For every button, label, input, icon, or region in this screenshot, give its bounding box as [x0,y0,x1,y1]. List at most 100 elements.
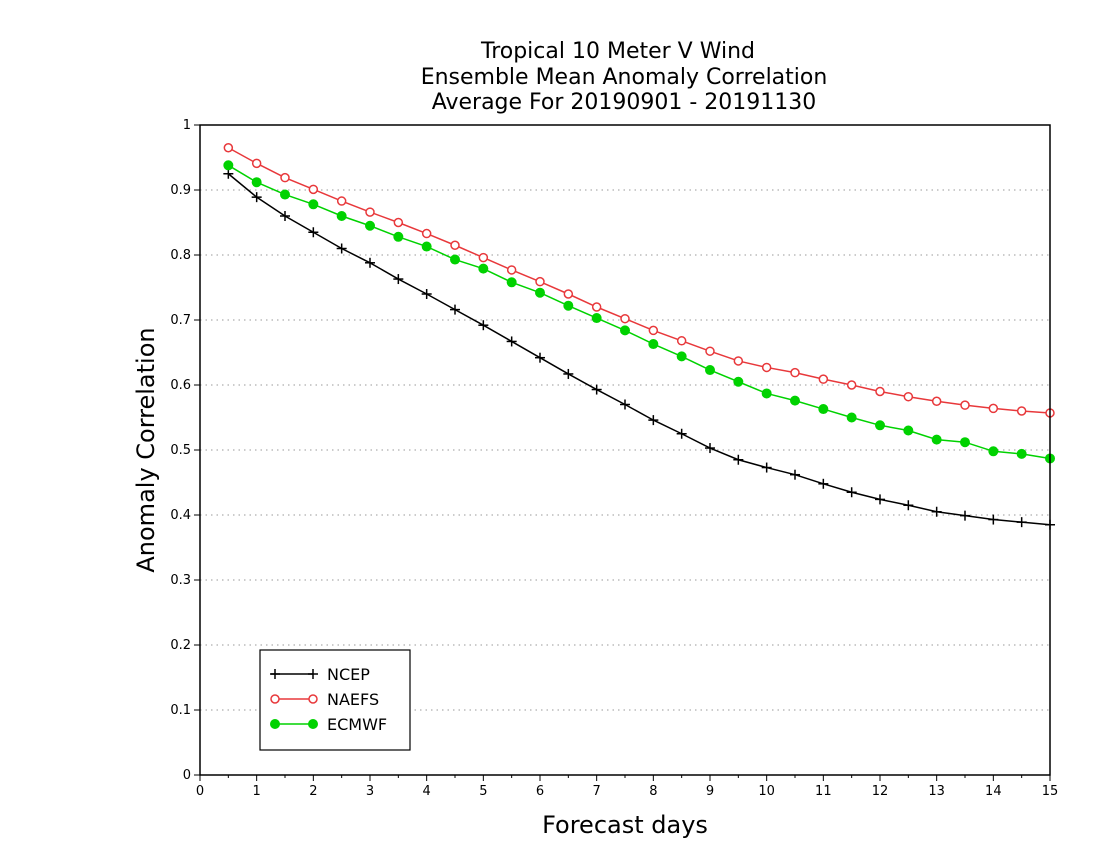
series-line-naefs [227,147,1051,414]
data-point-ncep [450,304,460,315]
data-point-ncep [506,336,517,347]
data-point-ncep [903,500,914,511]
data-point-naefs [648,325,659,336]
x-tick-label: 8 [649,784,657,799]
data-point-ecmwf [960,437,970,448]
data-point-ncep [223,168,234,179]
data-point-ecmwf [988,446,999,457]
x-tick-label: 0 [196,784,204,799]
data-point-ncep [676,428,687,439]
data-point-naefs [251,158,262,169]
data-point-ecmwf [875,420,885,431]
data-point-naefs [223,143,234,153]
data-point-ecmwf [421,241,432,252]
data-point-ecmwf [251,177,262,188]
data-point-naefs [988,403,999,414]
data-point-naefs [478,252,489,263]
data-point-naefs [960,400,970,410]
data-point-ncep [733,454,744,465]
data-point-ecmwf [506,277,517,288]
y-tick-label: 1 [183,118,191,133]
x-tick-label: 3 [366,784,374,799]
data-point-ncep [280,211,290,221]
x-tick-label: 1 [253,784,261,799]
data-point-ecmwf [676,351,687,362]
data-point-naefs [676,336,687,346]
data-point-naefs [591,302,602,312]
legend: NCEP NAEFS ECMWF [259,649,411,751]
legend-marker-ncep [308,669,318,679]
x-tick-label: 5 [479,784,487,799]
x-tick-label: 14 [985,784,1002,799]
data-point-ecmwf [790,395,800,406]
plot-frame [199,124,1051,776]
data-point-ncep [846,487,857,498]
data-point-naefs [280,172,290,183]
y-tick-label: 0.4 [170,508,191,523]
data-point-ncep [365,257,375,268]
y-tick-label: 0.1 [170,703,191,718]
data-point-ncep [960,510,970,521]
data-point-ncep [421,289,432,299]
data-point-ncep [251,192,262,203]
chart-title-line-3: Average For 20190901 - 20191130 [432,90,817,115]
data-point-naefs [903,391,914,402]
data-point-naefs [1016,406,1027,416]
chart-title-line-1: Tropical 10 Meter V Wind [480,39,755,64]
x-tick-label: 6 [536,784,544,799]
data-point-ecmwf [223,160,234,171]
data-point-ecmwf [648,339,659,350]
data-point-naefs [563,289,574,299]
x-tick-label: 13 [928,784,945,799]
data-point-naefs [336,196,347,206]
y-tick-label: 0.6 [170,378,191,393]
legend-label-naefs: NAEFS [327,690,379,709]
x-tick-label: 2 [309,784,317,799]
data-point-ncep [591,384,602,395]
data-point-ecmwf [535,287,545,298]
data-point-ecmwf [931,434,942,445]
y-tick-label: 0 [183,768,191,783]
data-point-ncep [931,506,942,517]
data-point-naefs [705,346,715,356]
data-point-ecmwf [478,263,489,274]
data-point-naefs [790,367,800,378]
x-tick-label: 7 [593,784,601,799]
data-point-ncep [790,469,800,480]
series-line-ncep [227,173,1051,526]
y-tick-label: 0.3 [170,573,191,588]
data-point-ecmwf [365,220,375,231]
data-point-ncep [478,320,489,331]
data-point-ecmwf [846,412,857,423]
data-point-ecmwf [705,365,715,376]
legend-label-ecmwf: ECMWF [327,715,387,734]
y-tick-label: 0.8 [170,248,191,263]
x-axis-title: Forecast days [542,811,708,839]
data-point-ncep [705,443,715,454]
data-point-naefs [931,396,942,406]
data-point-ecmwf [336,211,347,221]
data-point-ecmwf [620,325,630,336]
legend-marker-ecmwf [308,719,318,729]
data-point-ncep [563,368,574,379]
data-point-ecmwf [308,199,319,210]
x-tick-label: 10 [758,784,775,799]
data-point-naefs [506,265,517,275]
chart-title-line-2: Ensemble Mean Anomaly Correlation [421,65,828,90]
data-point-ncep [393,274,404,285]
legend-label-ncep: NCEP [327,665,370,684]
data-point-naefs [535,276,545,287]
data-point-ecmwf [761,388,772,399]
data-point-naefs [761,362,772,373]
data-point-ecmwf [563,300,574,311]
y-tick-label: 0.5 [170,443,191,458]
data-point-ncep [620,399,630,410]
x-tick-label: 12 [872,784,889,799]
data-point-ecmwf [280,189,290,200]
y-tick-label: 0.9 [170,183,191,198]
legend-box [259,649,411,751]
data-point-ncep [761,462,772,473]
data-point-ncep [535,352,545,363]
data-point-ncep [648,415,659,426]
